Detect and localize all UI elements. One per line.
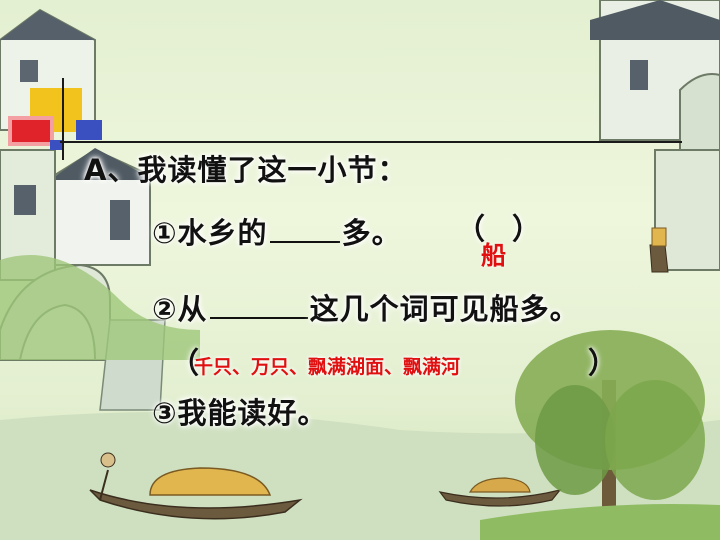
question-1-prefix: ①水乡的	[152, 216, 268, 250]
question-1-answer: 船	[481, 241, 507, 270]
boat-middle-canopy	[468, 477, 531, 493]
right-roof	[590, 0, 720, 40]
right-window-1	[630, 60, 648, 90]
left-grass	[0, 255, 200, 360]
willow-branches-left	[535, 385, 615, 495]
question-1-blank	[269, 240, 340, 243]
left-roof-mid	[50, 148, 155, 180]
boatman-left-hat	[100, 452, 116, 468]
question-1-suffix: 多。	[341, 216, 402, 250]
boat-left-canopy	[149, 467, 272, 496]
vertical-rule	[62, 78, 64, 160]
question-2-open-paren: （	[170, 346, 200, 380]
left-window-1	[20, 60, 38, 82]
right-ground	[480, 504, 720, 540]
question-1-close-paren: ）	[512, 212, 542, 246]
left-window-2	[110, 200, 130, 240]
question-1: ①水乡的 多。	[152, 210, 402, 252]
question-3: ③我能读好。	[152, 396, 328, 430]
heading: A、我读懂了这一小节：	[84, 153, 408, 187]
question-2-blank	[209, 316, 308, 319]
deco-blue-square	[76, 120, 102, 140]
willow-branches-right	[605, 380, 705, 500]
question-2-close-paren: ）	[588, 346, 618, 380]
deco-red-square	[8, 116, 54, 146]
question-2-answer: 千只、万只、飘满湖面、飘满河	[194, 356, 461, 378]
question-1-open-paren: （	[456, 212, 486, 246]
question-2-prefix: ②从	[152, 292, 208, 326]
left-window-3	[14, 185, 36, 215]
left-roof-upper	[0, 10, 95, 40]
boat-left	[89, 489, 303, 520]
horizontal-rule	[60, 141, 682, 143]
question-2-suffix: 这几个词可见船多。	[309, 292, 580, 326]
question-2: ②从 这几个词可见船多。	[152, 286, 580, 328]
boat-right-canopy	[651, 227, 667, 247]
boat-right	[649, 244, 669, 273]
deco-blue-small	[50, 140, 62, 150]
boatman-left	[99, 469, 109, 501]
boat-middle	[438, 488, 562, 507]
